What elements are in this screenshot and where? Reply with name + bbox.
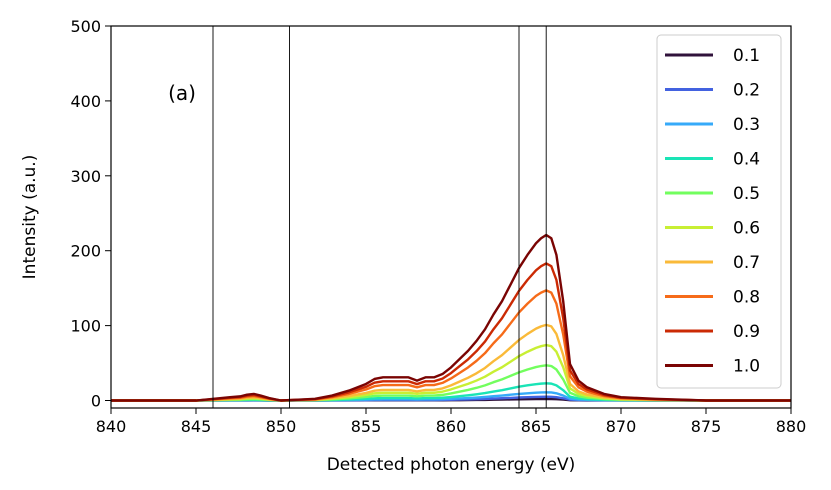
legend-label: 0.4 [733,150,760,170]
vertical-lines [212,26,547,408]
legend-label: 0.8 [733,288,760,308]
legend-label: 0.7 [733,253,760,273]
y-tick-label: 400 [70,92,101,111]
y-axis: 0 100 200 300 400 500 [70,17,111,411]
x-tick-label: 865 [521,417,552,436]
y-tick-label: 100 [70,317,101,336]
panel-label: (a) [168,81,196,105]
x-tick-label: 880 [776,417,807,436]
x-axis: 840 845 850 855 860 865 870 875 880 [96,408,807,436]
plot-area [111,26,791,408]
x-tick-label: 860 [436,417,467,436]
series-line-1.0 [111,233,791,402]
y-tick-label: 300 [70,167,101,186]
legend-label: 1.0 [733,357,760,377]
legend-label: 0.6 [733,219,760,239]
x-axis-label: Detected photon energy (eV) [327,455,576,475]
y-tick-label: 500 [70,17,101,36]
legend-label: 0.5 [733,184,760,204]
x-tick-label: 845 [181,417,212,436]
legend-label: 0.3 [733,115,760,135]
legend-box [656,34,782,389]
y-tick-label: 0 [91,392,101,411]
x-tick-label: 840 [96,417,127,436]
legend-label: 0.1 [733,46,760,66]
legend-label: 0.9 [733,322,760,342]
legend: 0.1 0.2 0.3 0.4 0.5 0.6 0.7 0.8 0.9 1.0 [656,34,782,389]
legend-label: 0.2 [733,81,760,101]
y-tick-label: 200 [70,242,101,261]
x-tick-label: 855 [351,417,382,436]
x-tick-label: 850 [266,417,297,436]
series-layer [111,233,791,402]
x-tick-label: 870 [606,417,637,436]
y-axis-label: Intensity (a.u.) [20,155,40,280]
x-tick-label: 875 [691,417,722,436]
